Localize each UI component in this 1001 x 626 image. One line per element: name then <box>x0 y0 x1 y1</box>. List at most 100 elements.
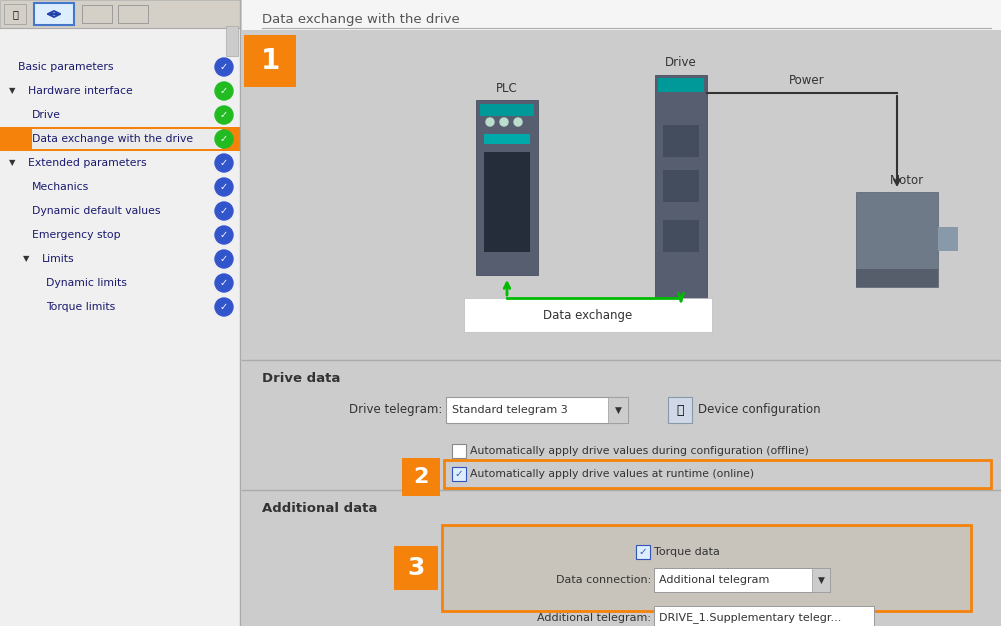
FancyBboxPatch shape <box>242 360 1001 490</box>
Text: ✓: ✓ <box>220 182 228 192</box>
Text: Motor: Motor <box>890 173 924 187</box>
FancyBboxPatch shape <box>654 568 830 592</box>
Text: ✓: ✓ <box>454 469 462 479</box>
Text: Dynamic default values: Dynamic default values <box>32 206 160 216</box>
Circle shape <box>215 58 233 76</box>
Circle shape <box>215 154 233 172</box>
Text: Automatically apply drive values at runtime (online): Automatically apply drive values at runt… <box>470 469 754 479</box>
FancyBboxPatch shape <box>856 269 938 287</box>
Text: Mechanics: Mechanics <box>32 182 89 192</box>
FancyBboxPatch shape <box>668 397 692 423</box>
Text: 3: 3 <box>407 556 424 580</box>
FancyBboxPatch shape <box>446 397 628 423</box>
Text: ▼: ▼ <box>9 86 15 96</box>
FancyBboxPatch shape <box>452 467 466 481</box>
Text: DRIVE_1.Supplementary telegr...: DRIVE_1.Supplementary telegr... <box>659 613 842 623</box>
FancyBboxPatch shape <box>484 152 530 252</box>
FancyBboxPatch shape <box>636 545 650 559</box>
FancyBboxPatch shape <box>464 298 712 332</box>
FancyBboxPatch shape <box>4 4 26 24</box>
Text: Automatically apply drive values during configuration (offline): Automatically apply drive values during … <box>470 446 809 456</box>
Text: Torque limits: Torque limits <box>46 302 115 312</box>
Text: ✓: ✓ <box>220 62 228 72</box>
Text: ✓: ✓ <box>220 254 228 264</box>
FancyBboxPatch shape <box>242 0 1001 30</box>
FancyBboxPatch shape <box>0 0 240 626</box>
FancyBboxPatch shape <box>82 5 112 23</box>
Text: ✓: ✓ <box>220 134 228 144</box>
Circle shape <box>215 82 233 100</box>
Text: ✓: ✓ <box>220 230 228 240</box>
Circle shape <box>500 118 508 126</box>
Text: Device configuration: Device configuration <box>698 404 821 416</box>
Text: ✓: ✓ <box>220 110 228 120</box>
FancyBboxPatch shape <box>452 444 466 458</box>
Text: Hardware interface: Hardware interface <box>28 86 133 96</box>
Text: Drive: Drive <box>32 110 61 120</box>
FancyBboxPatch shape <box>118 5 148 23</box>
FancyBboxPatch shape <box>402 458 440 496</box>
Circle shape <box>215 226 233 244</box>
Circle shape <box>215 178 233 196</box>
Text: Additional data: Additional data <box>262 501 377 515</box>
Text: ▼: ▼ <box>23 255 29 264</box>
FancyBboxPatch shape <box>244 35 296 87</box>
Circle shape <box>514 118 522 126</box>
Text: PLC: PLC <box>496 81 518 95</box>
Circle shape <box>215 106 233 124</box>
Text: Limits: Limits <box>42 254 75 264</box>
FancyBboxPatch shape <box>226 26 238 56</box>
Text: Power: Power <box>789 74 825 88</box>
Text: Additional telegram: Additional telegram <box>659 575 770 585</box>
FancyBboxPatch shape <box>0 127 240 151</box>
Text: ✓: ✓ <box>220 278 228 288</box>
Text: ▼: ▼ <box>818 575 825 585</box>
FancyBboxPatch shape <box>655 75 707 300</box>
Text: Emergency stop: Emergency stop <box>32 230 121 240</box>
FancyBboxPatch shape <box>0 0 240 28</box>
Circle shape <box>486 118 494 126</box>
Text: 🔗: 🔗 <box>12 9 18 19</box>
Text: Data connection:: Data connection: <box>556 575 651 585</box>
Text: Torque data: Torque data <box>654 547 720 557</box>
FancyBboxPatch shape <box>394 546 438 590</box>
FancyBboxPatch shape <box>812 568 830 592</box>
Circle shape <box>215 130 233 148</box>
Text: Additional telegram:: Additional telegram: <box>537 613 651 623</box>
FancyBboxPatch shape <box>608 397 628 423</box>
Text: 2: 2 <box>413 467 428 487</box>
FancyBboxPatch shape <box>442 525 971 611</box>
Text: Data exchange: Data exchange <box>544 309 633 322</box>
Text: Data exchange with the drive: Data exchange with the drive <box>262 14 459 26</box>
Circle shape <box>215 274 233 292</box>
Text: Basic parameters: Basic parameters <box>18 62 113 72</box>
FancyBboxPatch shape <box>480 104 534 116</box>
FancyBboxPatch shape <box>484 134 530 144</box>
FancyBboxPatch shape <box>242 490 1001 626</box>
Text: Standard telegram 3: Standard telegram 3 <box>452 405 568 415</box>
FancyBboxPatch shape <box>34 3 74 25</box>
Text: Drive data: Drive data <box>262 371 340 384</box>
Text: ✓: ✓ <box>220 158 228 168</box>
Text: ▼: ▼ <box>615 406 622 414</box>
Text: 🔧: 🔧 <box>677 404 684 416</box>
FancyBboxPatch shape <box>658 78 704 92</box>
FancyBboxPatch shape <box>654 606 874 626</box>
Text: Dynamic limits: Dynamic limits <box>46 278 127 288</box>
Circle shape <box>215 202 233 220</box>
Text: ▼: ▼ <box>9 158 15 168</box>
Text: ✓: ✓ <box>220 206 228 216</box>
Text: Data exchange with the drive: Data exchange with the drive <box>32 134 193 144</box>
Text: ✓: ✓ <box>638 547 647 557</box>
FancyBboxPatch shape <box>476 100 538 275</box>
Text: Drive telegram:: Drive telegram: <box>348 404 442 416</box>
Circle shape <box>215 298 233 316</box>
FancyBboxPatch shape <box>32 129 222 149</box>
FancyBboxPatch shape <box>938 227 958 251</box>
Text: Extended parameters: Extended parameters <box>28 158 146 168</box>
Circle shape <box>215 250 233 268</box>
FancyBboxPatch shape <box>856 192 938 287</box>
Text: ✓: ✓ <box>220 302 228 312</box>
FancyBboxPatch shape <box>663 170 699 202</box>
FancyBboxPatch shape <box>663 220 699 252</box>
